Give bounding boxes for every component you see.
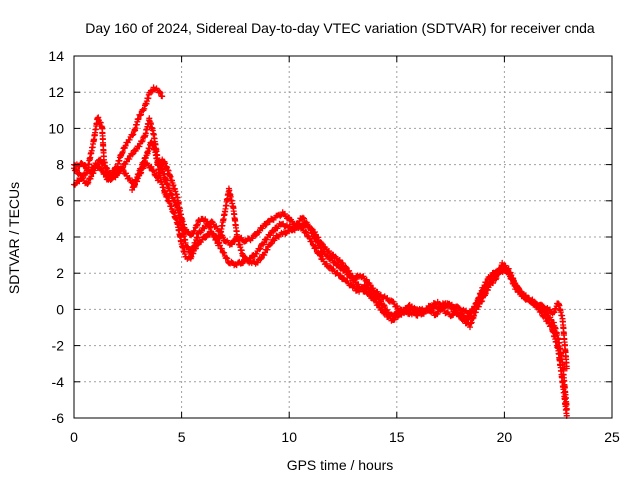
y-tick-label: -6 [52, 410, 65, 426]
y-axis-label: SDTVAR / TECUs [6, 182, 22, 294]
y-tick-label: 4 [56, 229, 64, 245]
x-tick-label: 5 [178, 429, 186, 445]
x-tick-label: 20 [497, 429, 513, 445]
y-tick-label: 8 [56, 157, 64, 173]
series-markers [129, 156, 570, 372]
y-tick-label: 0 [56, 301, 64, 317]
y-tick-label: 10 [48, 120, 64, 136]
y-tick-label: 2 [56, 265, 64, 281]
x-axis-label: GPS time / hours [287, 457, 394, 473]
grid-lines [74, 56, 612, 418]
data-series [71, 84, 570, 419]
chart-title: Day 160 of 2024, Sidereal Day-to-day VTE… [85, 20, 595, 36]
sdtvar-trace-4 [129, 156, 570, 372]
x-tick-label: 10 [281, 429, 297, 445]
axis-ticks: 0 5 10 15 20 25 -6 -4 -2 0 2 4 6 8 10 12 14 [48, 48, 620, 445]
y-tick-label: 12 [48, 84, 64, 100]
y-tick-label: 14 [48, 48, 64, 64]
x-tick-label: 0 [70, 429, 78, 445]
y-tick-label: 6 [56, 193, 64, 209]
y-tick-label: -2 [52, 338, 65, 354]
x-tick-label: 15 [389, 429, 405, 445]
y-tick-label: -4 [52, 374, 65, 390]
x-tick-label: 25 [604, 429, 620, 445]
